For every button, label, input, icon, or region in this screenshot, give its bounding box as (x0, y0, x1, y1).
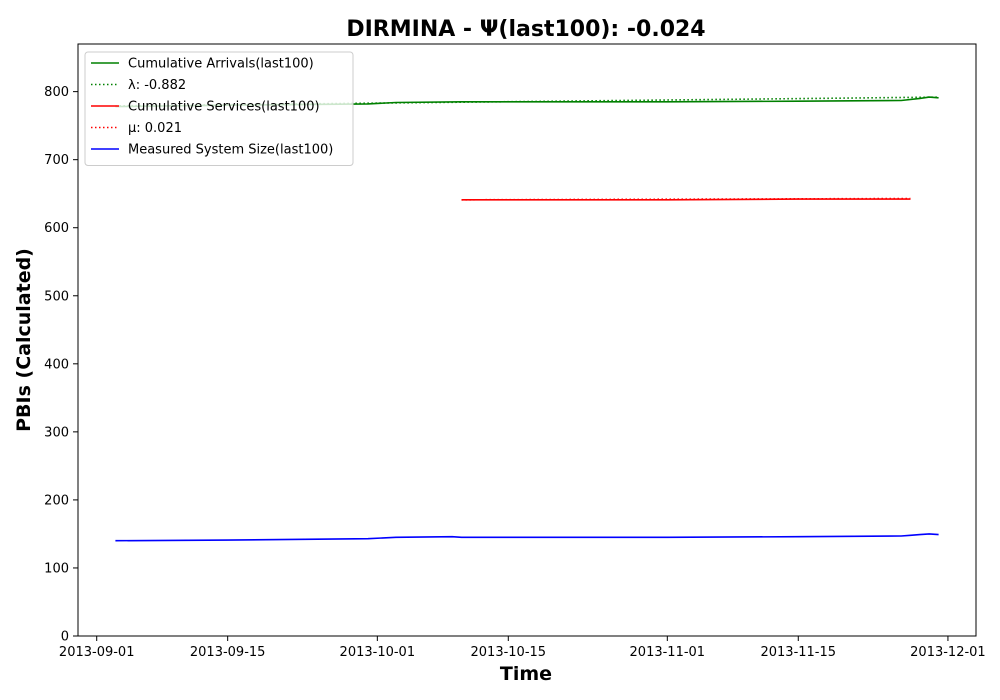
x-axis-label: Time (500, 663, 552, 685)
x-tick-label: 2013-09-15 (190, 645, 266, 660)
y-tick-label: 700 (44, 153, 69, 168)
legend-box (84, 51, 354, 166)
series-line-3 (461, 197, 911, 201)
y-axis-label: PBIs (Calculated) (13, 248, 35, 432)
x-axis: 2013-09-01 2013-09-15 2013-10-01 2013-10-15… (59, 636, 986, 660)
y-tick-label: 200 (44, 493, 69, 508)
legend-label-2: Cumulative Services(last100) (128, 100, 320, 115)
x-tick-label: 2013-11-01 (630, 645, 706, 660)
y-axis: 0 100 200 300 400 500 600 700 800 (44, 85, 78, 645)
x-tick-label: 2013-12-01 (910, 645, 986, 660)
y-tick-label: 600 (44, 221, 69, 236)
legend-label-3: μ: 0.021 (128, 121, 182, 136)
legend-label-0: Cumulative Arrivals(last100) (128, 57, 314, 72)
legend-label-4: Measured System Size(last100) (128, 143, 333, 158)
chart-title: DIRMINA - Ψ(last100): -0.024 (346, 17, 705, 42)
series-line-4 (115, 533, 939, 542)
x-tick-label: 2013-10-01 (340, 645, 416, 660)
x-tick-label: 2013-11-15 (760, 645, 836, 660)
legend: Cumulative Arrivals(last100) λ: -0.882 Cum… (84, 51, 354, 166)
y-tick-label: 500 (44, 289, 69, 304)
series-line-2 (461, 198, 911, 201)
y-tick-label: 400 (44, 357, 69, 372)
x-tick-label: 2013-09-01 (59, 645, 135, 660)
legend-label-1: λ: -0.882 (128, 78, 186, 93)
y-tick-label: 100 (44, 561, 69, 576)
y-tick-label: 0 (61, 630, 69, 645)
x-tick-label: 2013-10-15 (471, 645, 547, 660)
y-tick-label: 800 (44, 85, 69, 100)
y-tick-label: 300 (44, 425, 69, 440)
